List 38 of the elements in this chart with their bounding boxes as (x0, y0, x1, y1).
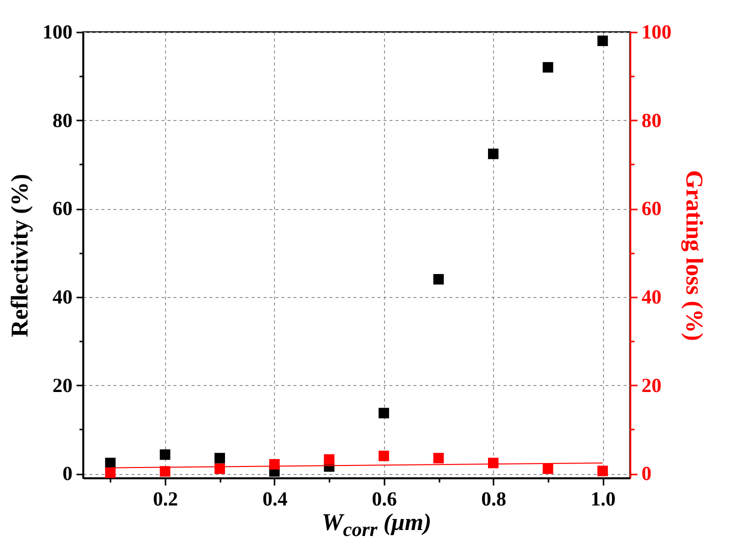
point (488, 458, 498, 468)
y2-axis-title: Grating loss (%) (680, 170, 706, 341)
point (214, 463, 225, 474)
point (488, 148, 498, 160)
x-axis-title: W$_{corr}$ (μm) (322, 510, 432, 541)
x-tick-label: 0.6 (372, 488, 397, 510)
y2-tick-label: 20 (642, 374, 662, 397)
point (269, 459, 280, 470)
point (542, 62, 554, 73)
point (597, 466, 608, 476)
point (105, 467, 116, 478)
y-tick-label: 20 (52, 374, 72, 397)
point (324, 454, 334, 465)
y2-tick-label: 100 (642, 22, 672, 44)
y-tick-label: 100 (42, 22, 72, 44)
x-tick-label: 1.0 (590, 488, 616, 510)
point (597, 36, 608, 46)
y-tick-label: 40 (52, 286, 72, 308)
y-axis-title: Reflectivity (%) (8, 174, 34, 338)
point (542, 463, 554, 474)
point (160, 449, 170, 460)
y-tick-label: 80 (52, 110, 72, 132)
point (160, 466, 170, 477)
point (378, 408, 390, 418)
x-tick-label: 0.8 (481, 488, 506, 510)
y2-tick-label: 60 (642, 198, 662, 220)
point (433, 274, 444, 285)
y-tick-label: 0 (62, 463, 72, 486)
point (214, 452, 225, 464)
y2-tick-label: 40 (642, 286, 662, 308)
x-tick-label: 0.4 (262, 488, 288, 510)
y2-tick-label: 0 (642, 463, 652, 486)
x-tick-label: 0.2 (153, 488, 178, 510)
point (378, 450, 390, 462)
point (433, 452, 444, 464)
point (105, 458, 116, 468)
y2-tick-label: 80 (642, 110, 662, 132)
y-tick-label: 60 (52, 198, 72, 220)
